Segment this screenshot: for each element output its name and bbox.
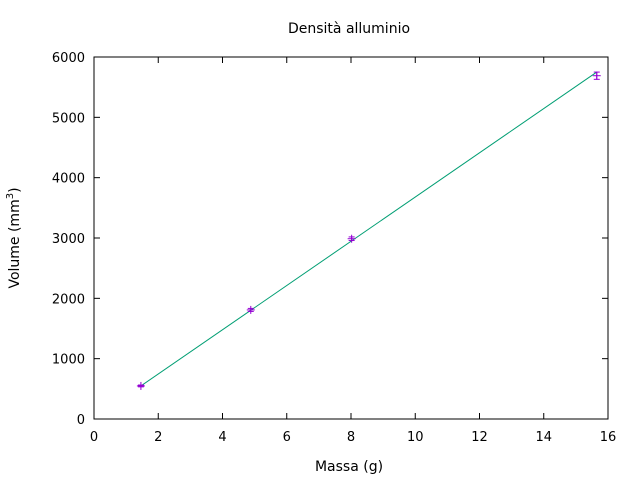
x-tick-label: 14: [535, 430, 552, 445]
y-axis-label-main: Volume (mm: [7, 199, 23, 288]
y-axis: 0 1000 2000 3000 4000 5000 6000: [52, 51, 608, 428]
x-tick-label: 4: [218, 430, 226, 445]
x-tick-label: 16: [600, 430, 617, 445]
y-tick-label: 3000: [52, 232, 85, 247]
data-point: [592, 71, 601, 80]
y-tick-label: 6000: [52, 51, 85, 66]
x-axis: 0 2 4 6 8 10 12 14 16: [90, 57, 616, 445]
chart-title: Densità alluminio: [288, 21, 410, 37]
x-tick-label: 6: [283, 430, 291, 445]
fit-line: [140, 71, 598, 387]
y-tick-label: 2000: [52, 292, 85, 307]
y-axis-label-close: ): [7, 187, 23, 192]
y-tick-label: 5000: [52, 111, 85, 126]
data-point: [347, 234, 356, 243]
x-tick-label: 8: [347, 430, 355, 445]
data-point: [246, 305, 255, 314]
y-tick-label: 1000: [52, 353, 85, 368]
data-points-layer: [136, 71, 601, 390]
x-tick-label: 0: [90, 430, 98, 445]
y-tick-label: 0: [77, 413, 85, 428]
x-tick-label: 12: [471, 430, 488, 445]
y-axis-label: Volume (mm3): [5, 187, 23, 288]
y-axis-label-superscript: 3: [5, 193, 16, 199]
data-point: [136, 381, 145, 390]
y-tick-label: 4000: [52, 172, 85, 187]
fit-line-layer: [140, 71, 598, 387]
x-axis-label: Massa (g): [315, 459, 383, 475]
x-tick-label: 10: [407, 430, 424, 445]
x-tick-label: 2: [154, 430, 162, 445]
